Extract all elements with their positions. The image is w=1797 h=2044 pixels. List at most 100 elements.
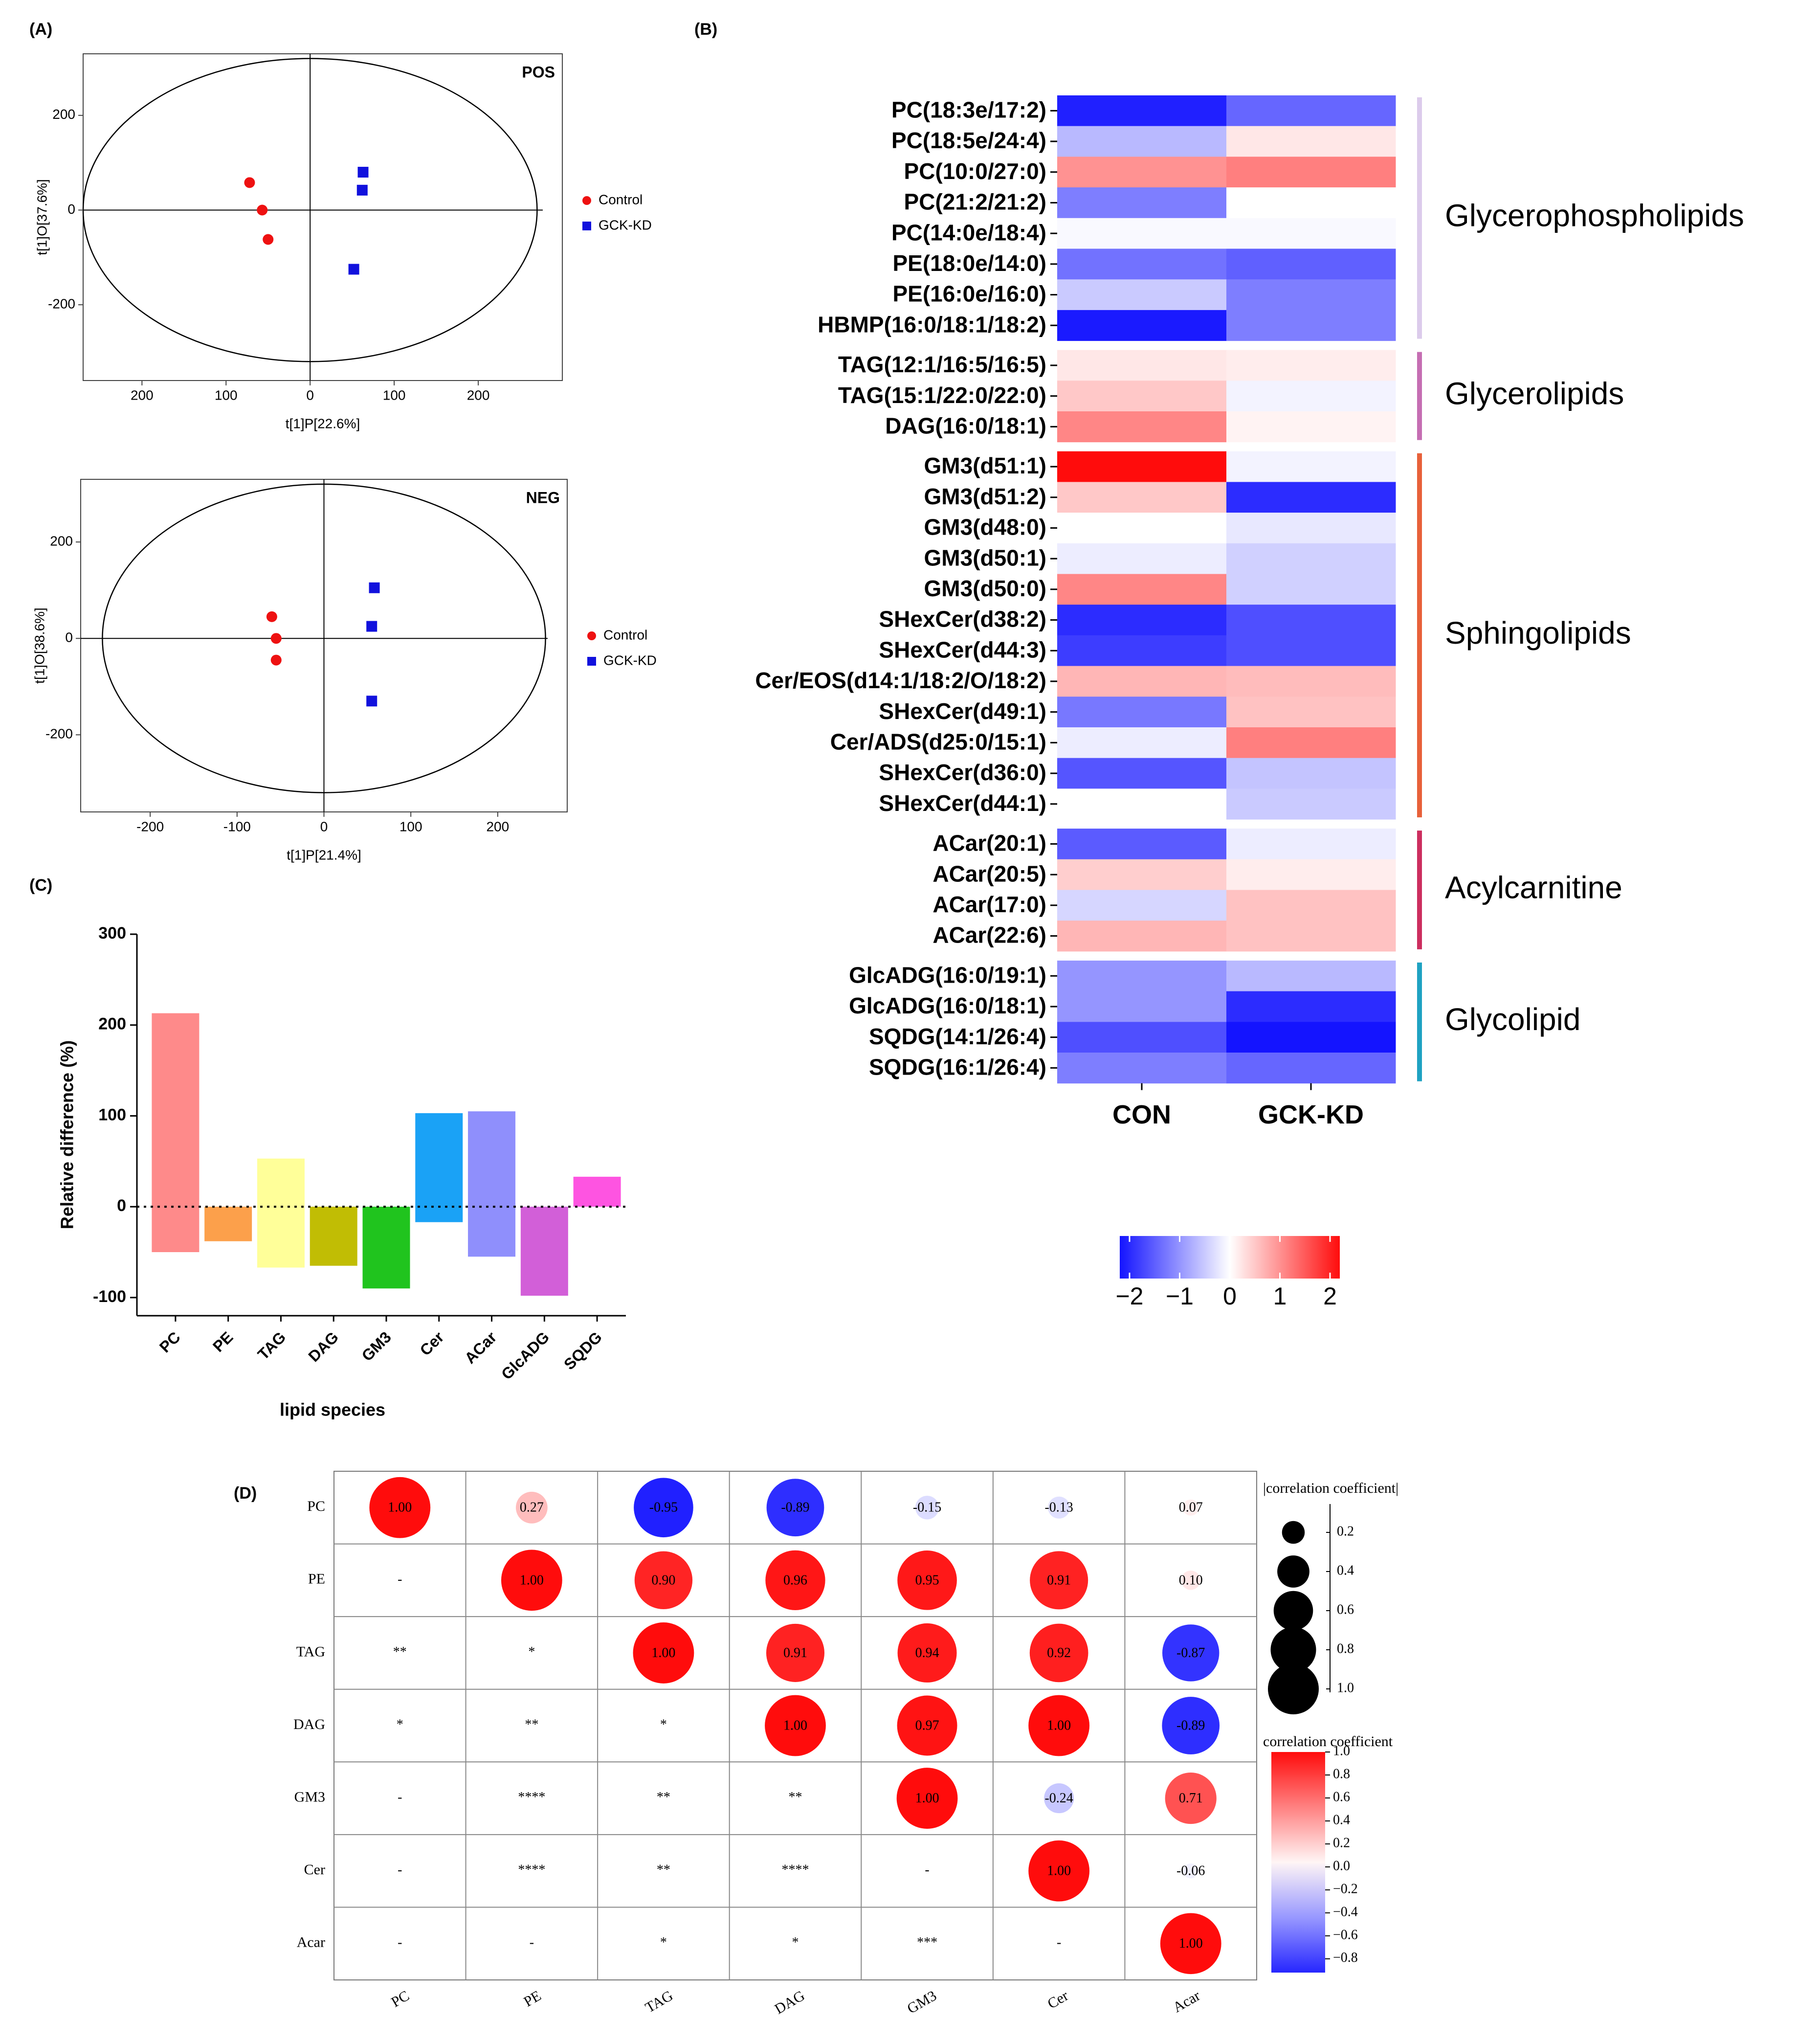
correlation-circle bbox=[896, 1768, 958, 1829]
category-label: DAG bbox=[305, 1328, 342, 1365]
correlation-value: 1.00 bbox=[1047, 1864, 1071, 1879]
correlation-value: 0.10 bbox=[1179, 1572, 1203, 1588]
heatmap-cell bbox=[1226, 727, 1396, 759]
group-label: Glycerolipids bbox=[1445, 376, 1624, 411]
category-label: SQDG bbox=[560, 1328, 605, 1373]
row-label: GM3(d48:0) bbox=[924, 515, 1046, 540]
heatmap-cell bbox=[1057, 788, 1227, 820]
row-label: DAG(16:0/18:1) bbox=[885, 413, 1046, 439]
correlation-value: 1.00 bbox=[783, 1718, 807, 1733]
x-tick-label: 100 bbox=[215, 387, 238, 403]
score-point-control bbox=[257, 204, 268, 216]
correlation-value: -0.06 bbox=[1176, 1864, 1205, 1879]
row-label: PE bbox=[308, 1571, 325, 1587]
size-legend-circle bbox=[1277, 1555, 1309, 1588]
correlation-value: 0.71 bbox=[1179, 1791, 1203, 1806]
correlation-matrix: 1.00 0.27 -0.95 -0.89 -0.15 -0.13 0.07- 1.00 0.9… bbox=[293, 1471, 1398, 2018]
significance-mark: - bbox=[1057, 1935, 1061, 1950]
column-label: CON bbox=[1112, 1100, 1171, 1129]
significance-mark: ** bbox=[789, 1790, 802, 1805]
row-label: SHexCer(d44:3) bbox=[879, 637, 1046, 662]
heatmap-cell bbox=[1226, 310, 1396, 341]
row-label: ACar(17:0) bbox=[932, 892, 1046, 917]
correlation-value: -0.95 bbox=[649, 1500, 678, 1515]
significance-mark: * bbox=[792, 1935, 799, 1950]
heatmap-cell bbox=[1057, 829, 1227, 860]
x-tick-label: 0 bbox=[320, 819, 328, 834]
category-label: PC bbox=[156, 1328, 184, 1356]
significance-mark: * bbox=[397, 1717, 403, 1732]
heatmap-cell bbox=[1057, 350, 1227, 381]
y-tick-label: 200 bbox=[98, 1015, 126, 1033]
heatmap-cell bbox=[1057, 310, 1227, 341]
heatmap-cell bbox=[1057, 758, 1227, 789]
row-label: ACar(22:6) bbox=[932, 922, 1046, 948]
correlation-circle bbox=[915, 1496, 939, 1520]
correlation-value: 1.00 bbox=[1047, 1718, 1071, 1733]
panel-label-c: (C) bbox=[29, 876, 52, 895]
row-label: GM3(d51:2) bbox=[924, 484, 1046, 509]
y-tick-label: 200 bbox=[50, 534, 73, 549]
correlation-circle bbox=[1182, 1499, 1199, 1516]
score-point-control bbox=[266, 611, 277, 622]
category-label: PE bbox=[209, 1328, 237, 1355]
heatmap-cell bbox=[1226, 411, 1396, 443]
score-point-gck-kd bbox=[356, 184, 368, 196]
heatmap-cell bbox=[1226, 921, 1396, 952]
color-legend-label: −0.4 bbox=[1333, 1904, 1358, 1919]
group-label: Acylcarnitine bbox=[1445, 870, 1622, 905]
row-label: SHexCer(d38:2) bbox=[879, 606, 1046, 632]
heatmap-cell bbox=[1057, 95, 1227, 127]
bar-tag bbox=[257, 1158, 305, 1268]
column-label: DAG bbox=[772, 1987, 808, 2017]
significance-mark: - bbox=[925, 1863, 929, 1878]
y-tick-label: 0 bbox=[67, 202, 75, 217]
score-point-control bbox=[270, 633, 282, 644]
score-point-gck-kd bbox=[366, 621, 377, 632]
correlation-circle bbox=[633, 1622, 694, 1684]
x-tick-label: 200 bbox=[486, 819, 509, 834]
group-label: Glycerophospholipids bbox=[1445, 198, 1744, 233]
heatmap-cell bbox=[1226, 279, 1396, 311]
correlation-circle bbox=[766, 1623, 825, 1682]
heatmap-cell bbox=[1057, 696, 1227, 728]
y-tick-label: 0 bbox=[65, 630, 73, 645]
y-tick-label: 100 bbox=[98, 1105, 126, 1124]
heatmap-cell bbox=[1057, 411, 1227, 443]
row-label: SQDG(14:1/26:4) bbox=[869, 1024, 1046, 1049]
significance-mark: ** bbox=[393, 1644, 407, 1660]
significance-mark: ** bbox=[657, 1863, 670, 1878]
scale-tick-label: −1 bbox=[1166, 1282, 1194, 1310]
row-label: GM3 bbox=[294, 1789, 325, 1805]
row-label: PC(21:2/21:2) bbox=[904, 189, 1046, 215]
correlation-value: 0.97 bbox=[915, 1718, 939, 1733]
heatmap-cell bbox=[1057, 727, 1227, 759]
legend-marker bbox=[582, 222, 591, 230]
correlation-value: -0.13 bbox=[1044, 1500, 1073, 1515]
significance-mark: *** bbox=[917, 1935, 937, 1950]
x-tick-label: -100 bbox=[223, 819, 251, 834]
color-legend-label: 0.0 bbox=[1333, 1858, 1350, 1873]
correlation-circle bbox=[897, 1550, 957, 1610]
size-legend-label: 0.2 bbox=[1337, 1524, 1354, 1539]
plot-frame bbox=[83, 53, 563, 381]
bar-pe bbox=[204, 1207, 252, 1241]
significance-mark: - bbox=[398, 1790, 402, 1805]
heatmap-cell bbox=[1226, 666, 1396, 697]
heatmap-cell bbox=[1057, 218, 1227, 249]
bar-cer bbox=[415, 1113, 463, 1222]
correlation-value: -0.87 bbox=[1176, 1645, 1205, 1661]
row-label: Cer/EOS(d14:1/18:2/O/18:2) bbox=[755, 668, 1046, 693]
correlation-circle bbox=[369, 1477, 431, 1538]
size-legend-title: |correlation coefficient| bbox=[1263, 1480, 1398, 1496]
significance-mark: ** bbox=[657, 1790, 670, 1805]
group-bar bbox=[1417, 453, 1422, 818]
y-tick-label: -100 bbox=[93, 1287, 126, 1306]
x-axis-label: t[1]P[22.6%] bbox=[286, 416, 360, 431]
column-label: Cer bbox=[1045, 1987, 1071, 2012]
correlation-circle bbox=[1165, 1772, 1217, 1824]
heatmap-cell bbox=[1226, 859, 1396, 890]
correlation-circle bbox=[1160, 1913, 1221, 1975]
plot-title: POS bbox=[522, 63, 555, 81]
correlation-value: -0.15 bbox=[913, 1500, 941, 1515]
